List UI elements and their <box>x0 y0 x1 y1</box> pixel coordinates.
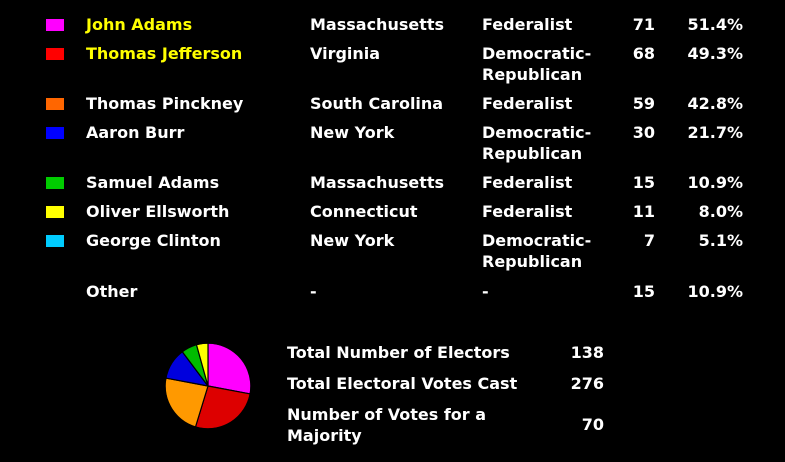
legend-swatch <box>46 235 64 247</box>
summary-label: Number of Votes for a Majority <box>287 405 487 445</box>
summary-value: 70 <box>581 415 604 434</box>
legend-swatch <box>46 127 64 139</box>
candidate-party: Democratic- Republican <box>482 44 592 84</box>
candidate-state: Virginia <box>310 44 381 63</box>
vote-percent: 49.3% <box>687 44 743 63</box>
vote-percent: 10.9% <box>687 282 743 301</box>
candidate-name: Thomas Jefferson <box>86 44 243 63</box>
pie-outline <box>164 342 252 430</box>
candidate-state: New York <box>310 123 395 142</box>
vote-percent: 5.1% <box>698 231 743 250</box>
electoral-votes: 30 <box>632 123 655 142</box>
candidate-name: George Clinton <box>86 231 221 250</box>
candidate-party: Federalist <box>482 94 573 113</box>
vote-percent: 51.4% <box>687 15 743 34</box>
candidate-party: Federalist <box>482 173 573 192</box>
candidate-name: Aaron Burr <box>86 123 185 142</box>
electoral-votes: 7 <box>643 231 655 250</box>
candidate-name: Oliver Ellsworth <box>86 202 230 221</box>
vote-percent: 8.0% <box>698 202 743 221</box>
legend-swatch <box>46 206 64 218</box>
vote-percent: 10.9% <box>687 173 743 192</box>
candidate-state: South Carolina <box>310 94 444 113</box>
legend-swatch <box>46 19 64 31</box>
legend-swatch <box>46 48 64 60</box>
legend-swatch <box>46 98 64 110</box>
candidate-party: Federalist <box>482 15 573 34</box>
electoral-votes: 71 <box>632 15 655 34</box>
candidate-party: Democratic- Republican <box>482 231 592 271</box>
summary-value: 138 <box>570 343 604 362</box>
candidate-name: John Adams <box>86 15 193 34</box>
candidate-state: Massachusetts <box>310 15 445 34</box>
candidate-party: Federalist <box>482 202 573 221</box>
candidate-name: Thomas Pinckney <box>86 94 244 113</box>
legend-swatch <box>46 177 64 189</box>
electoral-votes: 15 <box>632 282 655 301</box>
electoral-votes: 68 <box>632 44 655 63</box>
candidate-state: New York <box>310 231 395 250</box>
summary-value: 276 <box>570 374 604 393</box>
electoral-votes-pie-chart <box>164 342 252 430</box>
candidate-state: Connecticut <box>310 202 418 221</box>
vote-percent: 42.8% <box>687 94 743 113</box>
candidate-state: Massachusetts <box>310 173 445 192</box>
vote-percent: 21.7% <box>687 123 743 142</box>
electoral-votes: 15 <box>632 173 655 192</box>
summary-label: Total Number of Electors <box>287 343 510 362</box>
candidate-name: Other <box>86 282 138 301</box>
electoral-votes: 59 <box>632 94 655 113</box>
pie-slice <box>207 342 252 395</box>
candidate-party: - <box>482 282 489 301</box>
candidate-name: Samuel Adams <box>86 173 220 192</box>
candidate-state: - <box>310 282 317 301</box>
candidate-party: Democratic- Republican <box>482 123 592 163</box>
summary-label: Total Electoral Votes Cast <box>287 374 518 393</box>
electoral-votes: 11 <box>632 202 655 221</box>
